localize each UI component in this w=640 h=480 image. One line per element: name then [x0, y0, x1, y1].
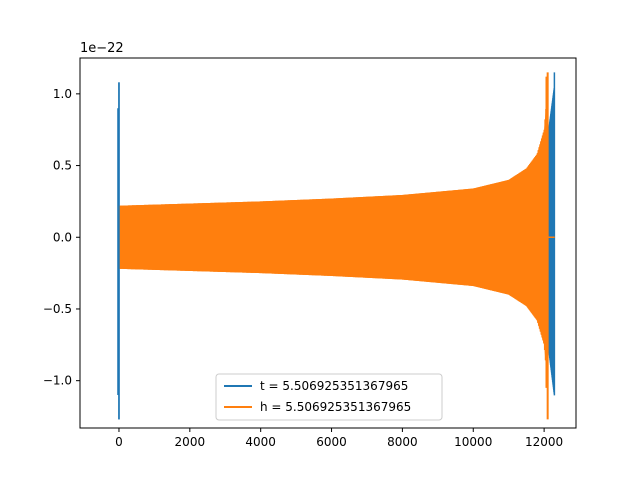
legend-label: h = 5.506925351367965 — [260, 400, 411, 414]
x-tick-label: 2000 — [175, 435, 206, 449]
x-tick-label: 12000 — [525, 435, 563, 449]
y-tick-label: 0.0 — [53, 230, 72, 244]
legend: t = 5.506925351367965 h = 5.5069253513679… — [215, 373, 443, 421]
x-tick-label: 10000 — [454, 435, 492, 449]
y-tick-label: −1.0 — [43, 374, 72, 388]
series-h-band — [118, 86, 548, 388]
legend-label: t = 5.506925351367965 — [260, 379, 408, 393]
x-tick-label: 0 — [115, 435, 123, 449]
y-tick-label: 1.0 — [53, 87, 72, 101]
y-tick-label: −0.5 — [43, 302, 72, 316]
y-axis: −1.0 −0.5 0.0 0.5 1.0 — [43, 87, 80, 388]
y-offset-label: 1e−22 — [80, 41, 124, 56]
plot-area — [117, 72, 556, 420]
x-axis: 0 2000 4000 6000 8000 10000 12000 — [115, 428, 563, 449]
axes-frame — [79, 57, 577, 429]
x-tick-label: 6000 — [316, 435, 347, 449]
x-tick-label: 8000 — [387, 435, 418, 449]
x-tick-label: 4000 — [245, 435, 276, 449]
y-tick-label: 0.5 — [53, 159, 72, 173]
legend-box — [215, 373, 443, 421]
